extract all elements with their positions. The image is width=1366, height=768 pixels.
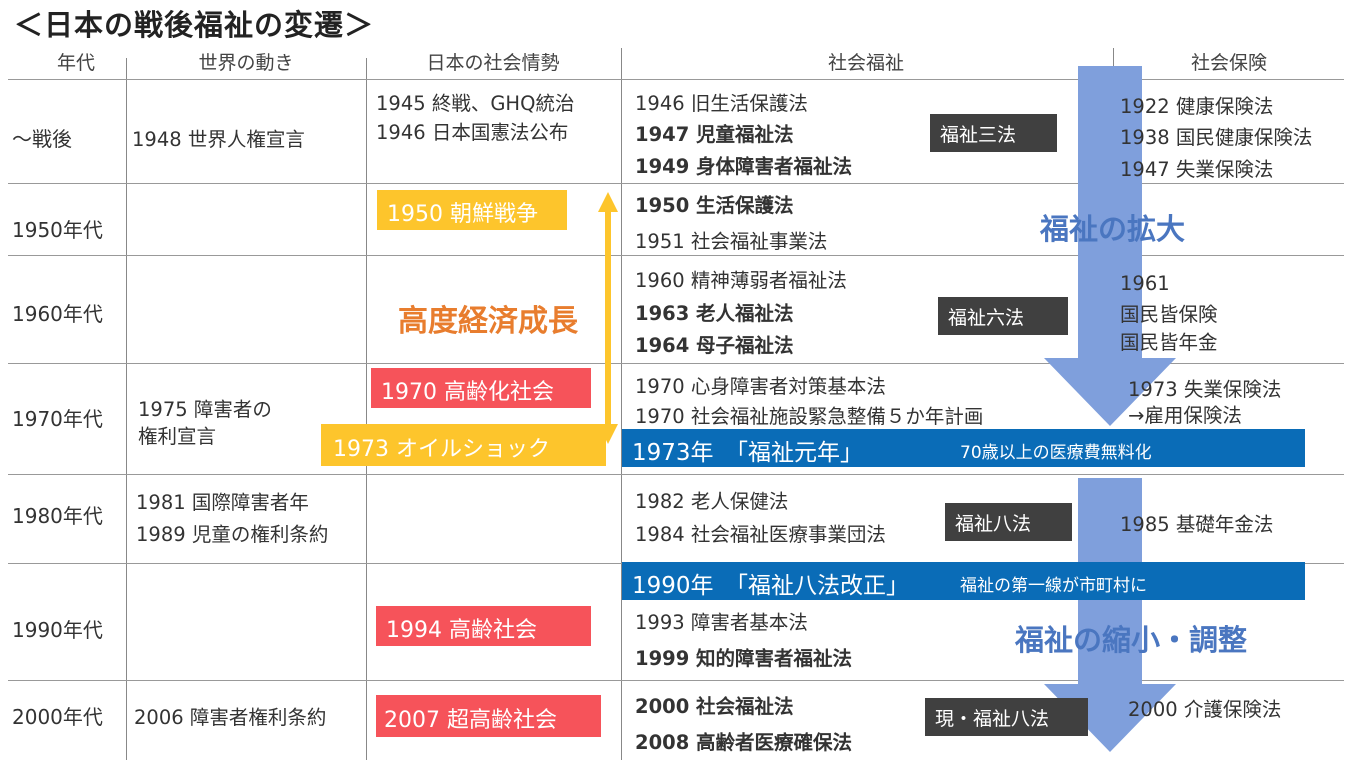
column-divider [621, 48, 622, 760]
welfare-law: 2000 社会福祉法 [635, 695, 794, 718]
era-1980s: 1980年代 [12, 504, 103, 528]
free-medical-label: 70歳以上の医療費無料化 [960, 443, 1152, 463]
japan-event: 1946 日本国憲法公布 [376, 121, 569, 144]
welfare-law: 1946 旧生活保護法 [635, 92, 808, 115]
eight-welfare-laws-badge: 福祉八法 [945, 503, 1072, 541]
header-insurance: 社会保険 [1190, 52, 1267, 74]
world-event: 1989 児童の権利条約 [136, 523, 329, 546]
world-event: 1981 国際障害者年 [136, 491, 309, 514]
welfare-law: 1947 児童福祉法 [635, 123, 794, 146]
era-postwar: ～戦後 [12, 127, 72, 151]
welfare-year-one-label: 1973年 「福祉元年」 [632, 440, 864, 466]
six-welfare-laws-label: 福祉六法 [948, 307, 1025, 329]
aged-society-box: 1994 高齢社会 [376, 606, 591, 646]
insurance-law: 1973 失業保険法 [1128, 378, 1282, 401]
six-welfare-laws-badge: 福祉六法 [938, 297, 1068, 335]
header-world: 世界の動き [198, 52, 294, 74]
japan-event: 1945 終戦、GHQ統治 [376, 92, 575, 115]
oil-shock-label: 1973 オイルショック [333, 437, 550, 462]
world-event: 権利宣言 [138, 425, 217, 448]
municipal-shift-label: 福祉の第一線が市町村に [960, 576, 1147, 596]
insurance-law: 1938 国民健康保険法 [1120, 126, 1313, 149]
current-eight-laws-label: 現・福祉八法 [935, 708, 1050, 730]
row-divider [8, 79, 1344, 80]
arrow-graphic [1044, 66, 1176, 752]
three-welfare-laws-badge: 福祉三法 [930, 114, 1057, 152]
world-event: 1975 障害者の [138, 398, 272, 421]
growth-span-arrow [598, 192, 618, 444]
welfare-law: 1999 知的障害者福祉法 [635, 647, 853, 670]
row-divider [8, 680, 1344, 681]
insurance-law: 2000 介護保険法 [1128, 698, 1282, 721]
column-divider [126, 58, 127, 760]
era-1970s: 1970年代 [12, 407, 103, 431]
insurance-law: 1985 基礎年金法 [1120, 513, 1274, 536]
header-welfare: 社会福祉 [827, 52, 904, 74]
header-japan: 日本の社会情勢 [426, 52, 560, 74]
welfare-law: 1970 心身障害者対策基本法 [635, 375, 886, 398]
row-divider [8, 255, 1344, 256]
insurance-law: 国民皆保険 [1120, 303, 1218, 326]
welfare-reduction-label: 福祉の縮小・調整 [1015, 623, 1248, 657]
column-divider [1113, 48, 1114, 78]
era-1990s: 1990年代 [12, 618, 103, 642]
row-divider [8, 363, 1344, 364]
welfare-law: 1950 生活保護法 [635, 194, 794, 217]
row-divider [8, 474, 1344, 475]
aging-society-box: 1970 高齢化社会 [371, 368, 591, 408]
welfare-law: 1951 社会福祉事業法 [635, 230, 828, 253]
row-divider [8, 183, 1344, 184]
insurance-law: →雇用保険法 [1128, 404, 1242, 427]
era-1950s: 1950年代 [12, 218, 103, 242]
insurance-law: 1922 健康保険法 [1120, 95, 1274, 118]
insurance-law: 国民皆年金 [1120, 331, 1218, 354]
current-eight-laws-badge: 現・福祉八法 [925, 698, 1088, 736]
welfare-law: 1963 老人福祉法 [635, 302, 794, 325]
aging-society-label: 1970 高齢化社会 [381, 380, 554, 405]
eight-laws-reform-band: 1990年 「福祉八法改正」 福祉の第一線が市町村に [622, 562, 1305, 600]
world-event: 2006 障害者権利条約 [134, 706, 327, 729]
welfare-law: 1949 身体障害者福祉法 [635, 155, 853, 178]
welfare-year-one-band: 1973年 「福祉元年」 70歳以上の医療費無料化 [622, 429, 1305, 467]
korean-war-box: 1950 朝鮮戦争 [377, 190, 567, 230]
korean-war-label: 1950 朝鮮戦争 [387, 202, 538, 227]
welfare-law: 1960 精神薄弱者福祉法 [635, 269, 847, 292]
welfare-law: 2008 高齢者医療確保法 [635, 731, 853, 754]
era-2000s: 2000年代 [12, 705, 103, 729]
welfare-law: 1964 母子福祉法 [635, 334, 794, 357]
welfare-law: 1982 老人保健法 [635, 490, 789, 513]
eight-welfare-laws-label: 福祉八法 [955, 513, 1032, 535]
oil-shock-box: 1973 オイルショック [321, 424, 606, 466]
super-aged-society-box: 2007 超高齢社会 [376, 695, 601, 737]
insurance-law: 1947 失業保険法 [1120, 158, 1274, 181]
expand-arrow [1044, 66, 1176, 426]
world-event: 1948 世界人権宣言 [132, 128, 305, 151]
economic-growth-label: 高度経済成長 [398, 304, 578, 339]
shrink-arrow [1044, 478, 1176, 752]
aged-society-label: 1994 高齢社会 [386, 618, 537, 643]
welfare-law: 1970 社会福祉施設緊急整備５か年計画 [635, 405, 984, 428]
welfare-law: 1993 障害者基本法 [635, 611, 808, 634]
three-welfare-laws-label: 福祉三法 [940, 124, 1017, 146]
super-aged-society-label: 2007 超高齢社会 [384, 708, 557, 733]
insurance-law: 1961 [1120, 272, 1170, 295]
welfare-expansion-label: 福祉の拡大 [1040, 212, 1186, 246]
era-1960s: 1960年代 [12, 302, 103, 326]
eight-laws-reform-label: 1990年 「福祉八法改正」 [632, 573, 910, 599]
welfare-law: 1984 社会福祉医療事業団法 [635, 523, 886, 546]
column-divider [366, 58, 367, 760]
page-title: ＜日本の戦後福祉の変遷＞ [14, 8, 375, 42]
header-era: 年代 [56, 52, 95, 74]
